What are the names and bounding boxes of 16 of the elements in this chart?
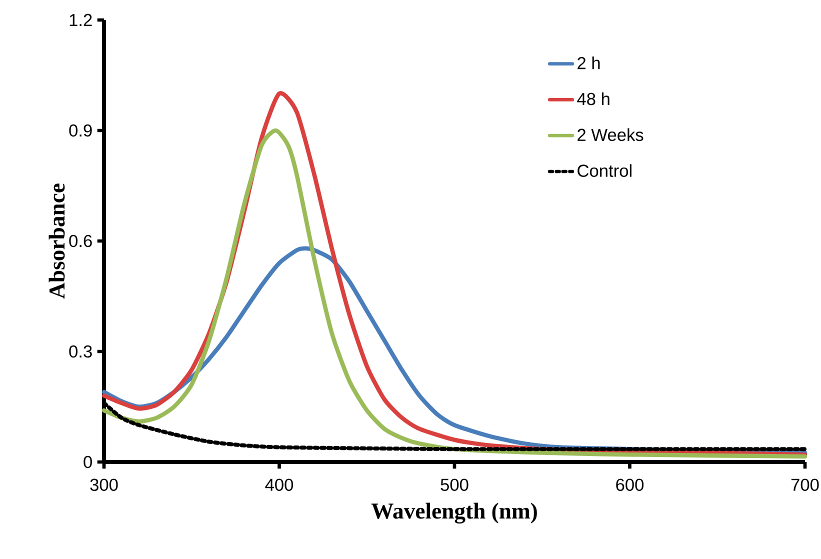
x-tick-label: 600 xyxy=(616,478,644,491)
x-tick-label: 300 xyxy=(90,478,118,491)
x-axis-title: Wavelength (nm) xyxy=(371,502,537,524)
y-tick-label: 0 xyxy=(84,456,92,468)
y-tick-label: 0.3 xyxy=(69,345,92,358)
x-tick-label: 500 xyxy=(440,478,468,491)
x-tick-label: 400 xyxy=(265,478,294,491)
y-tick-label: 0.9 xyxy=(69,124,92,137)
legend-label: 2 h xyxy=(578,56,600,70)
y-tick-label: 1.2 xyxy=(70,14,92,26)
legend-label: Control xyxy=(578,164,632,177)
y-axis-title: Absorbance xyxy=(48,184,65,299)
legend-label: 48 h xyxy=(577,92,610,106)
legend-label: 2 Weeks xyxy=(578,128,644,142)
y-tick-label: 0.6 xyxy=(69,234,92,248)
x-tick-label: 700 xyxy=(791,478,819,491)
